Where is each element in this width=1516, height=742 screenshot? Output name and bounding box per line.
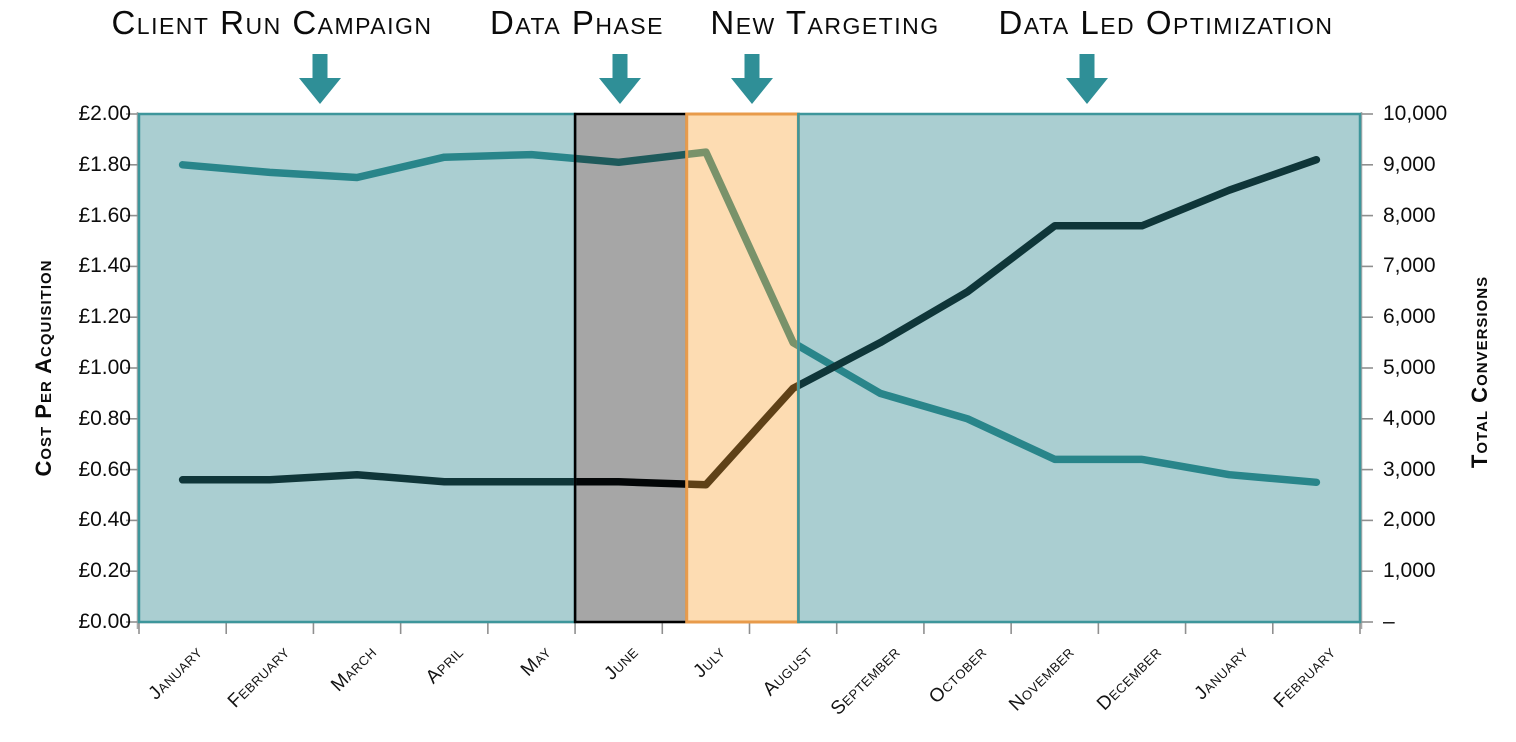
annotation-client-run-campaign: Client Run Campaign — [111, 4, 433, 41]
down-arrow-icon — [298, 54, 342, 105]
right-axis-tick-label: 7,000 — [1383, 254, 1436, 278]
region-client-run-campaign — [137, 112, 577, 624]
right-axis-tick-label: 9,000 — [1383, 152, 1436, 176]
right-axis-tick-label: 2,000 — [1383, 508, 1436, 532]
left-axis-tick-label: £0.60 — [78, 457, 131, 481]
right-axis-tick-label: 6,000 — [1383, 305, 1436, 329]
region-new-targeting — [685, 112, 800, 624]
annotation-data-led-optimization: Data Led Optimization — [998, 4, 1334, 41]
down-arrow-icon — [730, 54, 774, 105]
left-axis-tick-label: £1.40 — [78, 254, 131, 278]
left-axis-tick-label: £1.20 — [78, 305, 131, 329]
left-axis-tick-label: £0.00 — [78, 610, 131, 633]
left-axis-tick-label: £1.60 — [78, 203, 131, 227]
right-axis-tick-label: – — [1383, 610, 1395, 633]
annotation-data-phase: Data Phase — [490, 4, 664, 41]
right-axis-tick-label: 4,000 — [1383, 406, 1436, 430]
right-axis-tick-label: 1,000 — [1383, 559, 1436, 583]
conversions-line — [178, 155, 1321, 489]
region-data-led-optimization — [797, 112, 1362, 624]
down-arrow-icon — [1065, 54, 1109, 105]
right-axis-tick-label: 3,000 — [1383, 457, 1436, 481]
region-data-phase — [573, 112, 688, 624]
down-arrow-icon — [598, 54, 642, 105]
left-axis-tick-label: £1.00 — [78, 356, 131, 379]
right-axis-tick-label: 10,000 — [1383, 102, 1448, 125]
right-axis-title: Total Conversions — [1467, 275, 1492, 469]
left-axis-tick-label: £0.80 — [78, 406, 131, 430]
left-axis-tick-label: £0.20 — [78, 559, 131, 583]
left-axis-tick-label: £2.00 — [78, 102, 131, 125]
right-axis-tick-label: 8,000 — [1383, 203, 1436, 227]
left-axis-tick-label: £1.80 — [78, 152, 131, 176]
cpa-line — [178, 148, 1321, 487]
left-axis-tick-label: £0.40 — [78, 508, 131, 532]
annotation-new-targeting: New Targeting — [710, 4, 940, 41]
right-axis-tick-label: 5,000 — [1383, 356, 1436, 379]
